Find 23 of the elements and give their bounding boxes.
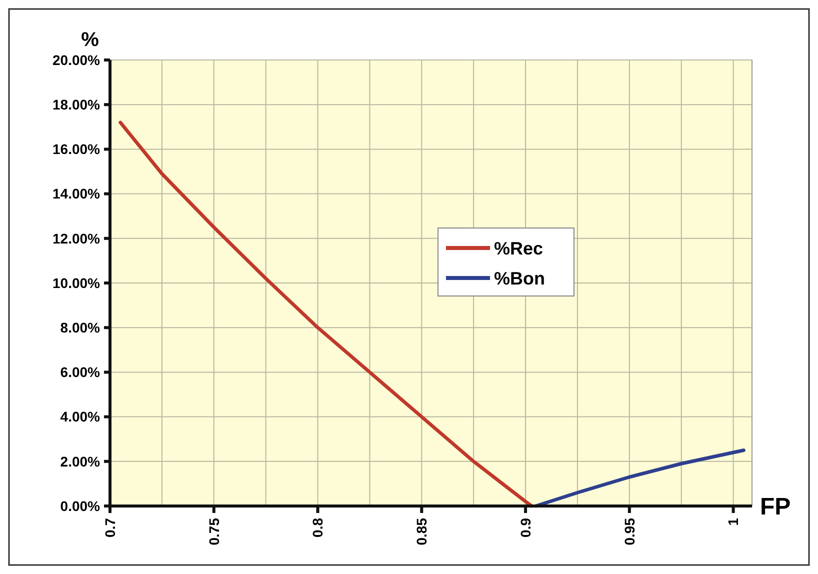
x-tick-label: 0.7 — [102, 518, 118, 538]
x-tick-label: 0.8 — [310, 518, 326, 538]
x-axis-title: FP — [760, 493, 791, 520]
y-tick-label: 12.00% — [52, 230, 101, 246]
y-tick-label: 20.00% — [52, 52, 101, 68]
y-axis-title: % — [81, 29, 100, 51]
x-tick-label: 0.95 — [621, 518, 638, 546]
y-tick-label: 16.00% — [52, 141, 101, 158]
y-tick-label: 4.00% — [60, 408, 101, 425]
x-tick-label: 0.75 — [206, 518, 222, 546]
y-tick-label: 10.00% — [52, 274, 101, 291]
y-tick-label: 2.00% — [60, 453, 101, 470]
y-tick-label: 14.00% — [52, 186, 101, 202]
line-series — [534, 448, 746, 508]
y-tick-label: 18.00% — [52, 96, 101, 112]
y-tick-label: 6.00% — [60, 364, 101, 380]
x-tick-label: 0.85 — [414, 518, 430, 546]
x-tick-label: 1 — [725, 518, 742, 526]
legend-label: %Bon — [494, 268, 545, 288]
y-tick-label: 8.00% — [60, 320, 101, 336]
y-tick-label: 0.00% — [60, 498, 101, 514]
legend-label: %Rec — [494, 238, 544, 258]
x-tick-label: 0.9 — [517, 518, 534, 538]
